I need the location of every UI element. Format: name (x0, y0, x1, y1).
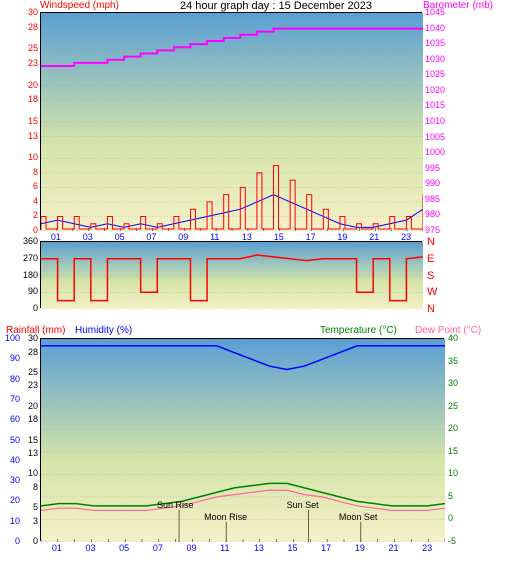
chart-container: 24 hour graph day : 15 December 2023 Win… (0, 0, 529, 563)
humidity-label: Humidity (%) (75, 325, 132, 336)
wind-barometer-chart (41, 13, 423, 231)
svg-text:Moon Rise: Moon Rise (204, 512, 247, 522)
climate-chart: Sun Rise Sun Set Moon Rise Moon Set (41, 339, 445, 542)
windspeed-label: Windspeed (mph) (40, 0, 119, 11)
direction-chart (41, 242, 423, 309)
climate-panel: Sun Rise Sun Set Moon Rise Moon Set (40, 338, 444, 541)
temperature-label: Temperature (°C) (320, 325, 397, 336)
wind-barometer-panel (40, 12, 422, 230)
svg-text:Sun Rise: Sun Rise (157, 500, 194, 510)
svg-text:Moon Set: Moon Set (339, 512, 378, 522)
chart-title: 24 hour graph day : 15 December 2023 (180, 0, 372, 12)
direction-panel (40, 241, 422, 308)
svg-text:Sun Set: Sun Set (287, 500, 320, 510)
